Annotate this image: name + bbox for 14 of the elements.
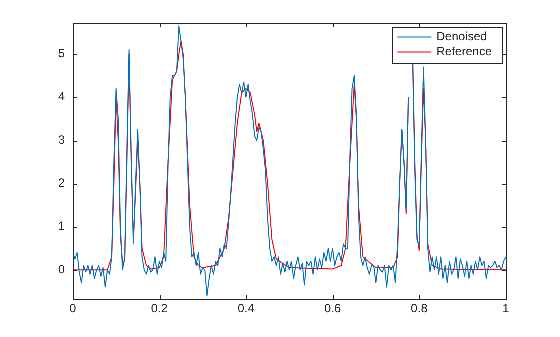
legend-label: Reference [436, 44, 492, 59]
legend-label: Denoised [436, 30, 488, 44]
y-tick-label: 1 [58, 219, 66, 234]
x-tick-label: 0 [70, 302, 77, 316]
x-tick-label: 0.6 [324, 302, 342, 316]
x-tick-label: 1 [502, 302, 510, 316]
y-tick-label: 4 [58, 90, 66, 104]
x-tick-label: 0.2 [151, 302, 168, 316]
y-tick-label: 0 [58, 262, 66, 276]
y-tick-label: 2 [58, 176, 66, 190]
y-tick-label: 3 [58, 132, 66, 147]
y-tick-label: 5 [58, 46, 66, 61]
x-tick-label: 0.4 [238, 302, 255, 316]
x-tick-label: 0.8 [411, 302, 428, 316]
